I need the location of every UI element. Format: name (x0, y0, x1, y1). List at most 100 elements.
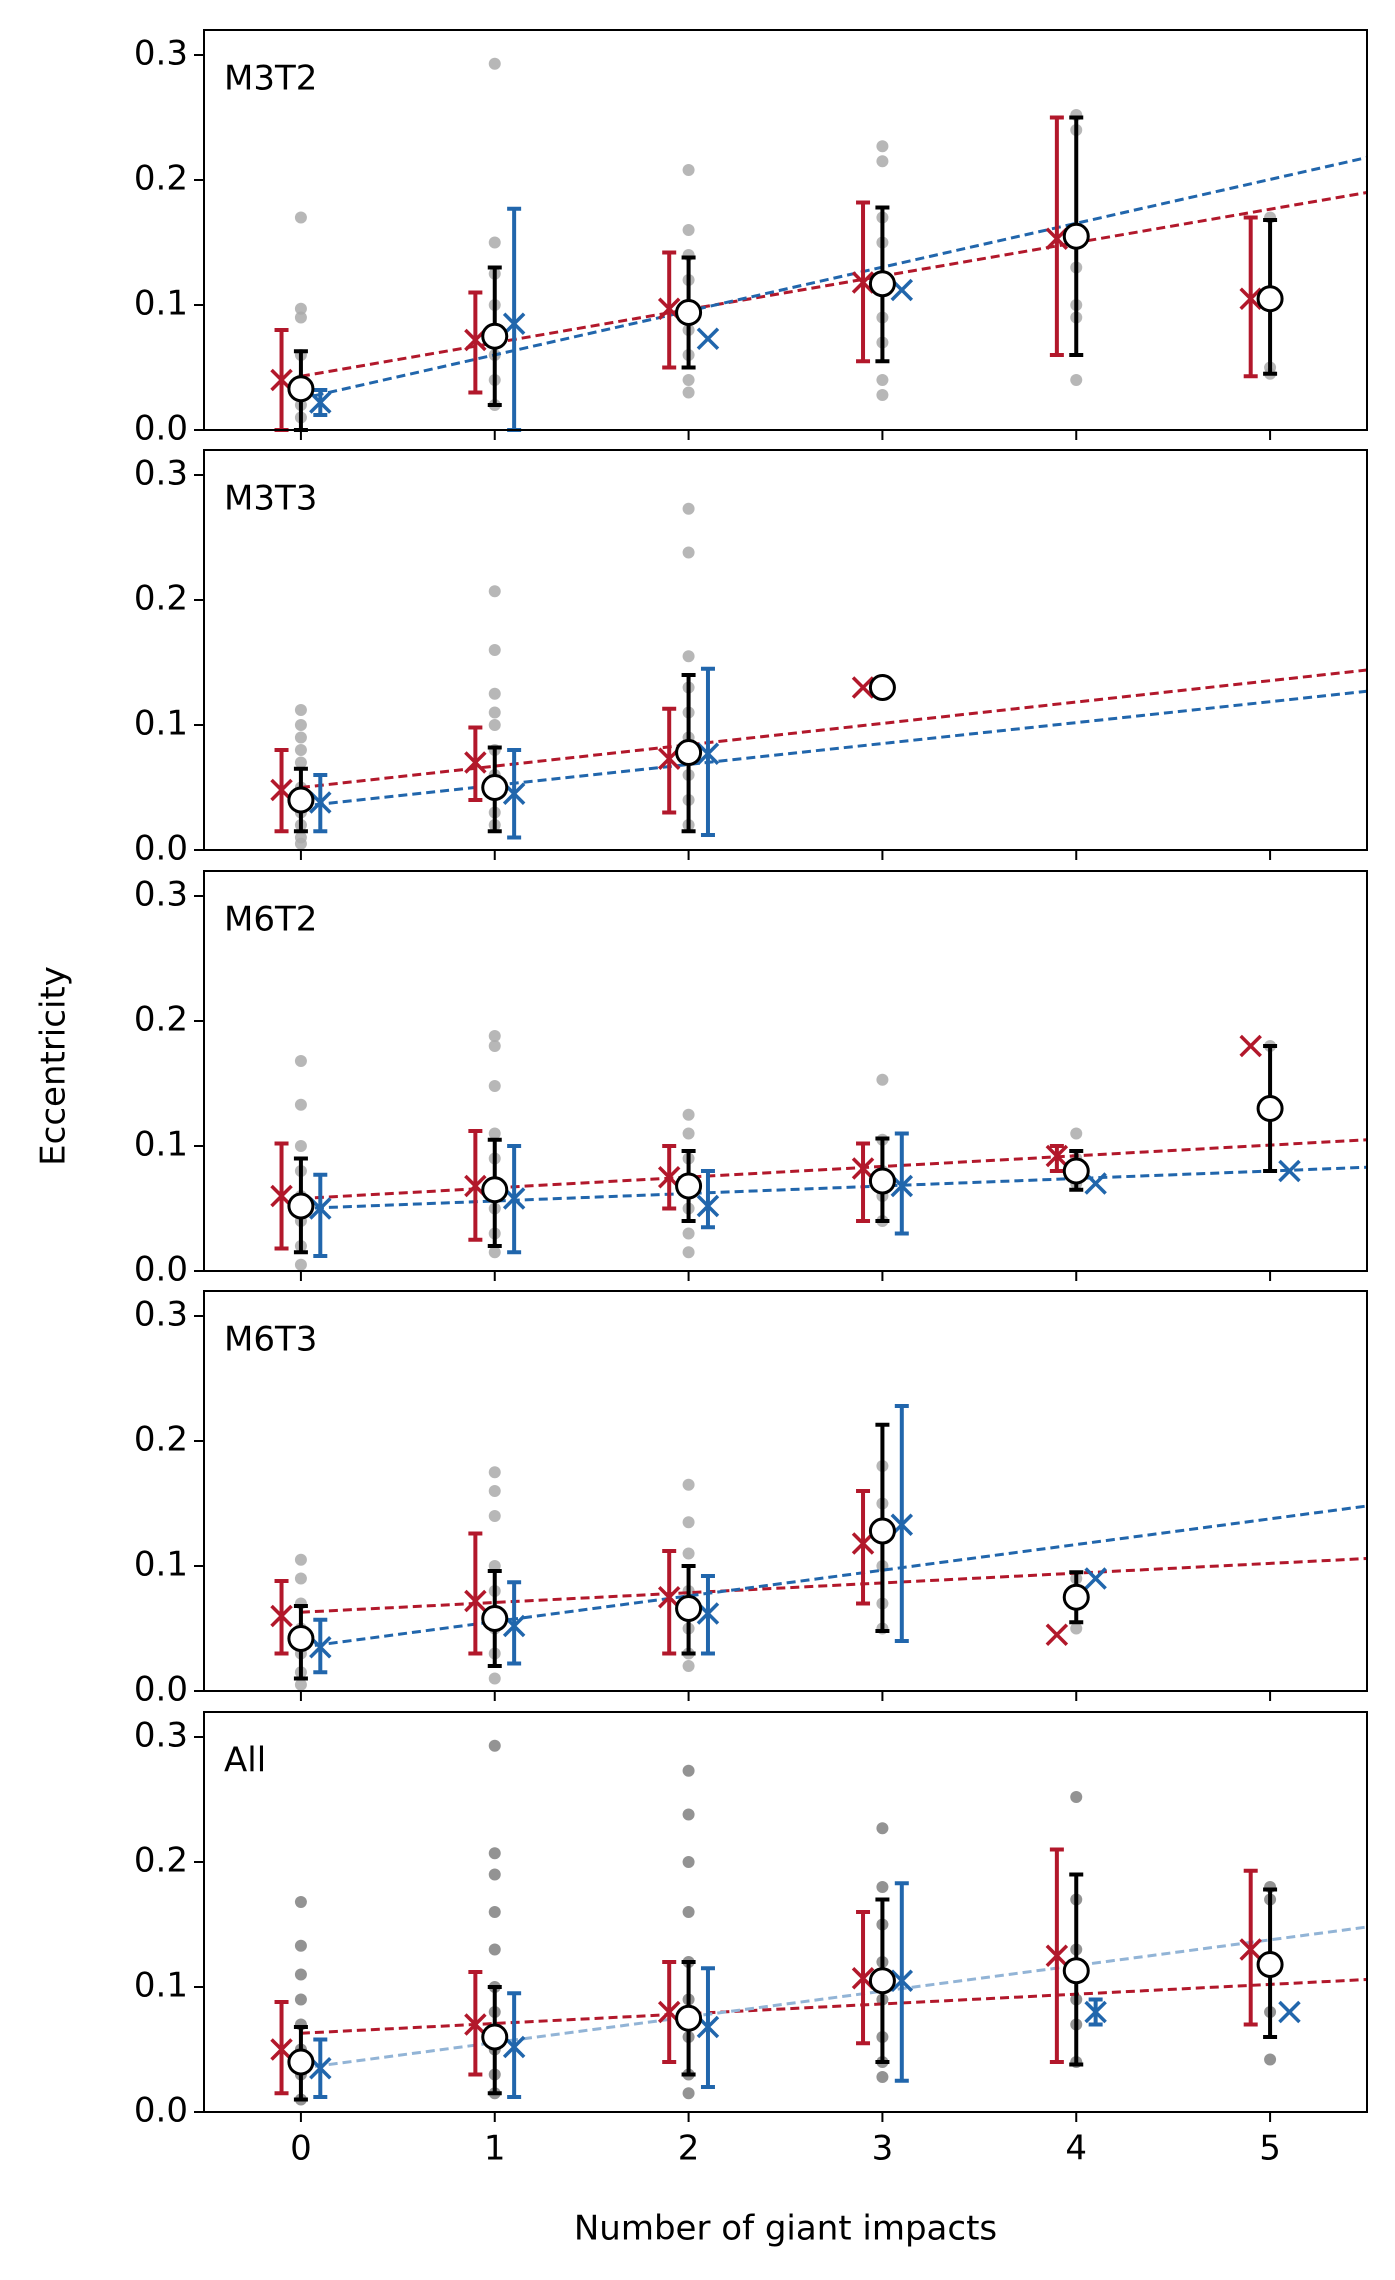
sample-point (294, 1896, 307, 1908)
sample-point (682, 1764, 695, 1777)
x-marker (1045, 1944, 1069, 1967)
y-tick-label: 0.3 (134, 1716, 188, 1756)
sample-point (294, 744, 307, 756)
error-bar (856, 1489, 871, 1606)
sample-point (682, 374, 695, 386)
sample-point (682, 164, 695, 176)
sample-point (488, 1906, 501, 1918)
x-marker (1084, 1567, 1107, 1590)
median-marker (1256, 1095, 1284, 1122)
x-marker (1045, 1623, 1069, 1646)
sample-point (488, 57, 501, 70)
median-marker (675, 1172, 703, 1200)
x-marker (464, 2013, 487, 2036)
median-marker (1256, 1951, 1284, 1978)
y-tick-label: 0.1 (134, 704, 188, 744)
sample-point (876, 1881, 889, 1893)
fit-line (300, 668, 1367, 789)
fit-line (300, 1978, 1367, 2035)
error-bar (313, 1172, 328, 1258)
sample-point (682, 1516, 695, 1529)
panel-label: M6T3 (224, 1320, 317, 1360)
x-tick-label: 1 (484, 2129, 506, 2169)
error-bar (507, 1580, 522, 1666)
sample-point (876, 389, 889, 401)
sample-point (294, 1258, 307, 1271)
sample-point (1070, 1622, 1083, 1635)
x-marker (270, 2038, 293, 2061)
x-tick-label: 4 (1065, 2129, 1087, 2169)
median-marker (1062, 222, 1090, 250)
median-marker (1062, 1157, 1090, 1185)
sample-point (682, 224, 695, 236)
sample-point (488, 1739, 501, 1752)
fit-line (300, 191, 1367, 378)
sample-point (488, 236, 501, 249)
fit-line (300, 1557, 1367, 1614)
axes-frame (203, 1711, 1368, 2113)
y-tick-label: 0.0 (134, 409, 188, 449)
y-tick-label: 0.2 (134, 1420, 188, 1460)
y-tick-label: 0.1 (134, 1545, 188, 1585)
sample-point (488, 1868, 501, 1881)
fit-line (300, 156, 1367, 401)
median-marker (1062, 1583, 1090, 1611)
x-marker (1084, 2000, 1107, 2024)
median-marker (287, 1192, 315, 1220)
error-bar (1049, 1144, 1064, 1173)
sample-point (682, 1478, 695, 1491)
sample-point (682, 650, 695, 663)
median-marker (481, 1605, 509, 1632)
sample-point (1070, 1791, 1083, 1803)
x-marker (851, 271, 875, 294)
sample-point (488, 1943, 501, 1956)
y-tick-label: 0.2 (134, 159, 188, 199)
sample-point (682, 1246, 695, 1259)
x-marker (696, 1194, 720, 1218)
median-marker (481, 774, 509, 801)
sample-point (876, 140, 889, 153)
x-marker (1278, 2000, 1301, 2024)
sample-point (682, 1127, 695, 1140)
fit-line (300, 1925, 1367, 2070)
sample-point (1070, 374, 1083, 386)
x-axis-label: Number of giant impacts (574, 2209, 997, 2249)
sample-point (294, 1968, 307, 1981)
sample-point (682, 2087, 695, 2100)
panel-label: M6T2 (224, 900, 317, 940)
sample-point (488, 1246, 501, 1259)
x-marker (890, 1969, 914, 1992)
sample-point (294, 1553, 307, 1566)
y-tick-label: 0.0 (134, 1670, 188, 1710)
error-bar (894, 1131, 909, 1236)
y-tick-label: 0.3 (134, 875, 188, 915)
y-tick-label: 0.1 (134, 1125, 188, 1165)
median-marker (287, 786, 315, 814)
sample-point (488, 706, 501, 719)
x-marker (464, 751, 487, 774)
sample-point (682, 1906, 695, 1918)
x-marker (270, 1604, 293, 1628)
error-bar (468, 290, 483, 395)
sample-point (488, 1466, 501, 1479)
median-marker (1062, 1957, 1090, 1985)
sample-point (294, 1055, 307, 1067)
fit-line (300, 1165, 1367, 1210)
sample-point (488, 1847, 501, 1860)
sample-point (294, 211, 307, 224)
x-tick-label: 2 (678, 2129, 700, 2169)
sample-point (294, 1098, 307, 1111)
sample-point (488, 1510, 501, 1522)
y-tick-label: 0.3 (134, 34, 188, 74)
sample-point (682, 1808, 695, 1821)
sample-point (682, 502, 695, 515)
y-tick-label: 0.0 (134, 829, 188, 869)
sample-point (488, 1127, 501, 1140)
sample-point (682, 1227, 695, 1240)
median-marker (868, 1967, 896, 1995)
sample-point (876, 374, 889, 386)
error-bar (468, 1531, 483, 1656)
x-tick-label: 3 (872, 2129, 894, 2169)
x-marker (502, 312, 526, 335)
